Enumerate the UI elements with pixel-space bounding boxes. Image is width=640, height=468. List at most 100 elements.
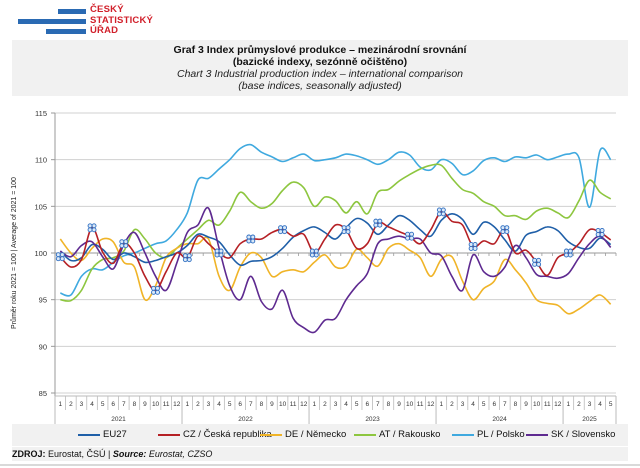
marker-lobe: [214, 252, 220, 258]
series-line-pl: [60, 143, 612, 297]
marker-lobe: [59, 252, 65, 258]
x-tick-label: 1: [567, 401, 571, 408]
x-tick-label: 4: [598, 401, 602, 408]
marker-lobe: [182, 257, 188, 263]
x-tick-label: 8: [387, 401, 391, 408]
data-point-marker: [87, 223, 97, 233]
x-tick-label: 11: [544, 401, 551, 408]
source-text-cz: Eurostat, ČSÚ |: [45, 449, 113, 459]
x-tick-label: 7: [122, 401, 126, 408]
series-line-sk: [59, 206, 612, 334]
legend-item-sk: SK / Slovensko: [526, 429, 615, 440]
marker-lobe: [278, 225, 284, 231]
x-tick-label: 7: [249, 401, 253, 408]
y-tick-label: 95: [39, 296, 47, 305]
gridlines: [54, 112, 617, 394]
marker-lobe: [218, 252, 224, 258]
x-tick-label: 9: [397, 401, 401, 408]
year-label: 2024: [492, 416, 507, 423]
year-label: 2021: [111, 416, 126, 423]
marker-lobe: [91, 227, 97, 233]
x-tick-label: 2: [69, 401, 73, 408]
marker-lobe: [341, 225, 347, 231]
y-tick-label: 90: [39, 342, 47, 351]
data-point-marker: [373, 218, 383, 228]
y-tick-label: 115: [35, 109, 47, 118]
x-tick-label: 8: [260, 401, 264, 408]
x-tick-label: 10: [279, 401, 287, 408]
x-tick-label: 1: [440, 401, 444, 408]
marker-lobe: [536, 257, 542, 263]
marker-lobe: [500, 225, 506, 231]
data-point-marker: [468, 242, 478, 251]
legend-item-cz: CZ / Česká republika: [158, 429, 272, 440]
marker-lobe: [186, 253, 192, 259]
logo-text: ČESKÝ STATISTICKÝ ÚŘAD: [90, 4, 153, 37]
x-tick-label: 4: [90, 401, 94, 408]
source-label-cz: ZDROJ:: [12, 449, 46, 459]
legend-item-at: AT / Rakousko: [354, 429, 440, 440]
marker-lobe: [436, 207, 442, 213]
x-tick-label: 8: [133, 401, 137, 408]
marker-lobe: [468, 242, 474, 247]
marker-lobe: [155, 289, 161, 295]
source-note: ZDROJ: Eurostat, ČSÚ | Source: Eurostat,…: [12, 447, 628, 461]
x-tick-label: 11: [417, 401, 424, 408]
data-point-marker: [436, 207, 446, 217]
x-tick-label: 12: [427, 401, 435, 408]
x-tick-label: 1: [185, 401, 189, 408]
marker-lobe: [504, 225, 510, 231]
marker-lobe: [472, 246, 478, 251]
marker-lobe: [409, 231, 415, 237]
title-cz-line2: (bazické indexy, sezónně očištěno): [232, 56, 408, 68]
legend: EU27 CZ / Česká republika DE / Německo A…: [12, 424, 628, 446]
x-tick-label: 3: [588, 401, 592, 408]
x-tick-label: 5: [609, 401, 613, 408]
x-tick-label: 2: [450, 401, 454, 408]
x-tick-label: 10: [152, 401, 160, 408]
data-point-marker: [500, 225, 510, 235]
x-tick-label: 6: [111, 401, 115, 408]
x-tick-label: 2: [577, 401, 581, 408]
data-point-marker: [278, 225, 288, 235]
marker-lobe: [119, 243, 125, 249]
x-tick-label: 1: [313, 401, 317, 408]
year-label: 2022: [238, 416, 253, 423]
x-tick-label: 1: [58, 401, 62, 408]
marker-lobe: [151, 289, 157, 295]
marker-lobe: [87, 227, 93, 233]
year-label: 2025: [582, 416, 597, 423]
marker-lobe: [309, 248, 315, 254]
x-tick-label: 5: [482, 401, 486, 408]
legend-swatch: [158, 433, 180, 436]
y-tick-label: 100: [34, 249, 47, 258]
year-label: 2023: [365, 416, 380, 423]
x-tick-label: 4: [344, 401, 348, 408]
x-tick-label: 2: [323, 401, 327, 408]
x-tick-label: 6: [238, 401, 242, 408]
marker-lobe: [504, 229, 510, 235]
marker-lobe: [405, 231, 411, 237]
x-tick-label: 9: [143, 401, 147, 408]
x-tick-label: 12: [173, 401, 181, 408]
x-tick-label: 8: [514, 401, 518, 408]
czso-logo: ČESKÝ STATISTICKÝ ÚŘAD: [10, 4, 160, 40]
marker-lobe: [532, 257, 538, 263]
x-tick-label: 3: [461, 401, 465, 408]
x-tick-label: 5: [101, 401, 105, 408]
y-tick-label: 85: [39, 389, 47, 398]
series-line-eu27: [59, 212, 612, 267]
x-tick-label: 3: [207, 401, 211, 408]
marker-lobe: [472, 242, 478, 247]
source-label-en: Source:: [112, 449, 147, 459]
marker-lobe: [409, 235, 415, 241]
x-tick-label: 12: [300, 401, 308, 408]
data-point-marker: [563, 248, 573, 258]
marker-lobe: [468, 246, 474, 251]
legend-swatch: [78, 433, 100, 436]
x-tick-label: 6: [492, 401, 496, 408]
logo-bar: [58, 9, 86, 14]
x-tick-label: 7: [503, 401, 507, 408]
series-line-at: [60, 163, 612, 302]
